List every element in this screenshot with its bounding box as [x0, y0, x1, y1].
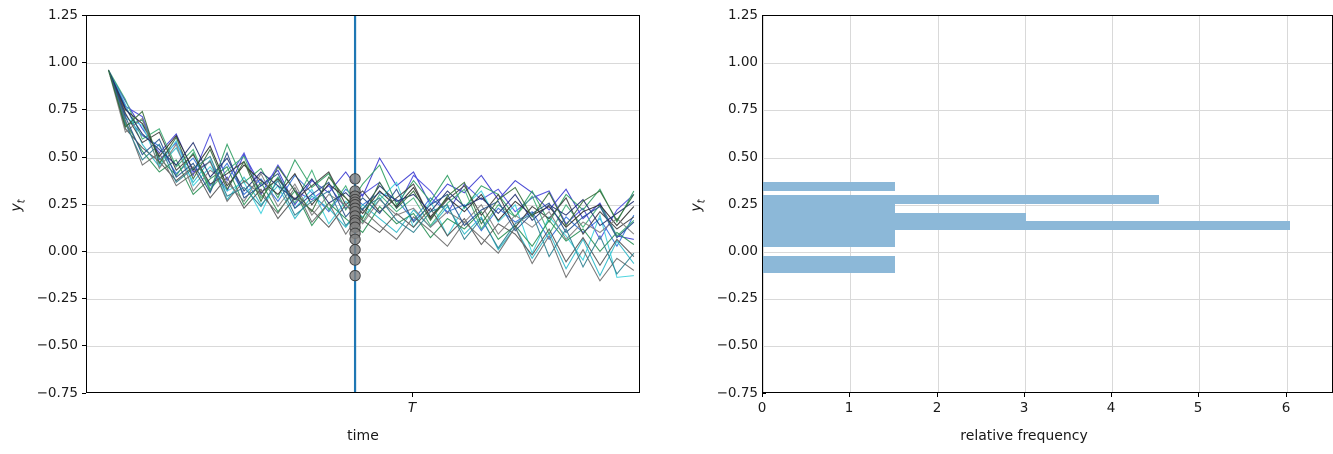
- histogram-bars-group: [763, 16, 1332, 392]
- left-ytick-0.50: 0.50: [47, 149, 78, 165]
- left-ytick-mark: [82, 393, 86, 395]
- right-xtick-mark: [1024, 393, 1026, 397]
- right-xtick-mark: [762, 393, 764, 397]
- left-plot-area: [86, 15, 640, 393]
- right-xtick-label-0: 0: [757, 400, 767, 416]
- histogram-bar: [763, 255, 895, 265]
- right-ytick-0.25: 0.25: [727, 196, 758, 212]
- gridline-horizontal: [763, 252, 1332, 253]
- forecast-sample-dot: [349, 233, 361, 245]
- right-ytick--0.75: −0.75: [716, 385, 758, 401]
- right-panel-x-axis-label: relative frequency: [960, 428, 1088, 444]
- gridline-horizontal: [87, 346, 639, 347]
- gridline-horizontal: [763, 63, 1332, 64]
- forecast-sample-dot: [349, 270, 361, 282]
- right-xtick-mark: [1286, 393, 1288, 397]
- gridline-vertical: [1199, 16, 1200, 392]
- gridline-horizontal: [87, 63, 639, 64]
- left-ytick-1.00: 1.00: [47, 54, 78, 70]
- right-ytick--0.25: −0.25: [716, 290, 758, 306]
- series-path: [107, 69, 635, 275]
- left-ytick-mark: [82, 109, 86, 111]
- gridline-vertical: [938, 16, 939, 392]
- left-y-axis-label-text: y: [8, 203, 25, 212]
- right-xtick-mark: [937, 393, 939, 397]
- right-panel-histogram: yt 1.25 1.00 0.75 0.50 0.25 0.00 −0.25 −…: [660, 0, 1333, 454]
- left-ytick--0.50: −0.50: [36, 337, 78, 353]
- series-path: [107, 69, 635, 282]
- left-y-axis-label-subscript: t: [15, 199, 28, 204]
- right-xtick-label-4: 4: [1106, 400, 1116, 416]
- gridline-horizontal: [87, 110, 639, 111]
- right-y-axis-label-subscript: t: [695, 199, 708, 204]
- right-ytick-mark: [762, 393, 766, 395]
- left-ytick-0.75: 0.75: [47, 101, 78, 117]
- right-xtick-label-5: 5: [1193, 400, 1203, 416]
- left-panel-paths: yt 1.25 1.00 0.75 0.50 0.25 0.00 −0.25 −…: [0, 0, 660, 454]
- histogram-bar: [763, 182, 895, 191]
- left-ytick-mark: [82, 298, 86, 300]
- right-xtick-label-2: 2: [932, 400, 942, 416]
- right-xtick-mark: [849, 393, 851, 397]
- left-ytick-1.25: 1.25: [47, 7, 78, 23]
- left-ytick-mark: [82, 62, 86, 64]
- gridline-horizontal: [763, 299, 1332, 300]
- gridline-horizontal: [763, 158, 1332, 159]
- left-xtick-label-T: T: [407, 400, 417, 416]
- left-ytick-0.00: 0.00: [47, 243, 78, 259]
- right-plot-area: [762, 15, 1333, 393]
- series-path: [107, 69, 635, 237]
- left-ytick-mark: [82, 15, 86, 17]
- left-ytick-0.25: 0.25: [47, 196, 78, 212]
- histogram-bar: [763, 203, 895, 213]
- left-series-svg: [107, 16, 635, 392]
- right-ytick-0.75: 0.75: [727, 101, 758, 117]
- left-ytick-mark: [82, 345, 86, 347]
- series-path: [107, 69, 635, 253]
- left-ytick--0.25: −0.25: [36, 290, 78, 306]
- right-ytick-1.25: 1.25: [727, 7, 758, 23]
- histogram-bar: [763, 212, 1027, 222]
- histogram-bar: [763, 264, 895, 274]
- right-xtick-label-3: 3: [1019, 400, 1029, 416]
- right-xtick-label-1: 1: [844, 400, 854, 416]
- right-y-axis-label-text: y: [688, 203, 705, 212]
- right-xtick-label-6: 6: [1281, 400, 1291, 416]
- gridline-vertical: [1287, 16, 1288, 392]
- histogram-bar: [763, 221, 1291, 230]
- left-panel-x-axis-label: time: [347, 428, 379, 444]
- gridline-horizontal: [763, 205, 1332, 206]
- forecast-sample-dot: [349, 173, 361, 185]
- histogram-bar: [763, 195, 1159, 204]
- left-ytick-mark: [82, 251, 86, 253]
- gridline-horizontal: [87, 252, 639, 253]
- right-panel-y-axis-label: yt: [689, 185, 708, 225]
- right-ytick-1.00: 1.00: [727, 54, 758, 70]
- left-ytick-mark: [82, 157, 86, 159]
- gridline-vertical: [1112, 16, 1113, 392]
- histogram-bar: [763, 229, 895, 248]
- series-path: [107, 69, 635, 227]
- right-xtick-mark: [1198, 393, 1200, 397]
- gridline-horizontal: [763, 110, 1332, 111]
- gridline-horizontal: [87, 299, 639, 300]
- gridline-horizontal: [763, 346, 1332, 347]
- forecast-sample-dot: [349, 254, 361, 266]
- right-ytick-0.00: 0.00: [727, 243, 758, 259]
- series-path: [107, 69, 635, 241]
- left-xtick-mark-T: [412, 393, 414, 397]
- right-ytick-0.50: 0.50: [727, 149, 758, 165]
- right-ytick--0.50: −0.50: [716, 337, 758, 353]
- gridline-vertical: [1025, 16, 1026, 392]
- left-ytick--0.75: −0.75: [36, 385, 78, 401]
- left-ytick-mark: [82, 204, 86, 206]
- right-xtick-mark: [1111, 393, 1113, 397]
- left-panel-y-axis-label: yt: [9, 185, 28, 225]
- series-path: [107, 69, 635, 236]
- gridline-horizontal: [87, 158, 639, 159]
- series-path: [107, 69, 635, 239]
- series-path: [107, 69, 635, 227]
- forecast-sample-dot: [349, 244, 361, 256]
